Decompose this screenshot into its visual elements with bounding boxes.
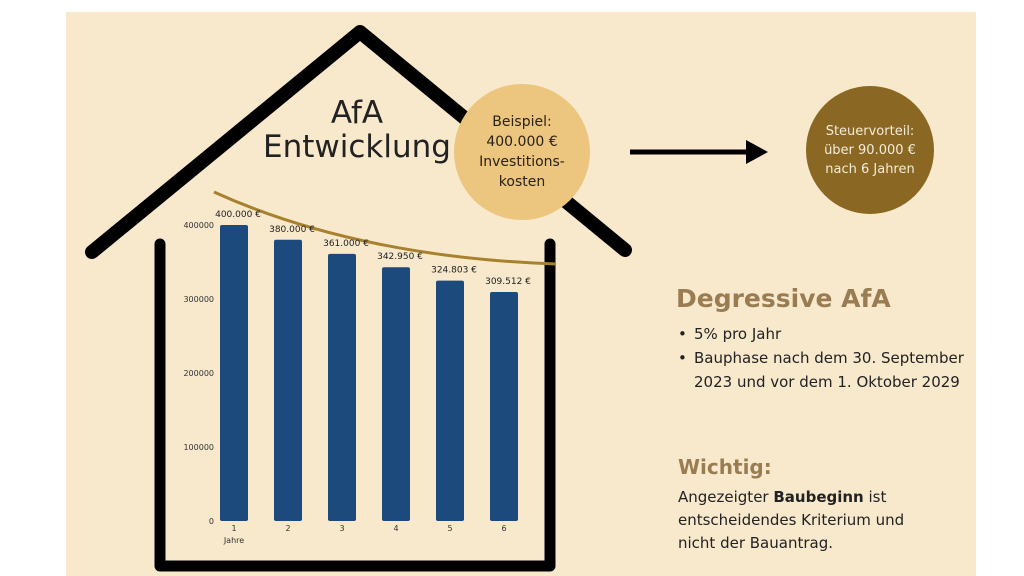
example-line-1: Beispiel: — [492, 114, 552, 130]
example-line-3: Investitions- — [479, 154, 565, 170]
x-tick-label: 5 — [447, 524, 452, 533]
degressive-bullet-1: 5% pro Jahr — [678, 322, 978, 346]
x-tick-label: 6 — [501, 524, 506, 533]
chart-title-line-1: AfA — [330, 95, 384, 131]
data-label: 380.000 € — [269, 225, 315, 235]
data-label: 342.950 € — [377, 252, 423, 262]
important-text-bold: Baubeginn — [773, 488, 864, 506]
bar — [274, 239, 302, 522]
chart-title-line-2: Entwicklung — [263, 129, 451, 165]
important-text: Angezeigter Baubeginn ist entscheidendes… — [678, 486, 938, 555]
bar — [436, 280, 464, 521]
chart-title: AfA Entwicklung — [250, 96, 464, 164]
bar — [490, 291, 518, 521]
x-tick-label: 1 — [231, 524, 236, 533]
data-label: 400.000 € — [215, 210, 261, 220]
bar — [328, 253, 356, 522]
degressive-heading: Degressive AfA — [676, 284, 891, 313]
bar — [382, 267, 410, 521]
example-line-4: kosten — [498, 174, 546, 190]
example-bubble: Beispiel: 400.000 € Investitions- kosten — [454, 84, 590, 220]
tax-line-2: über 90.000 € — [824, 142, 916, 158]
bar-series — [220, 225, 518, 522]
trend-line — [213, 190, 557, 266]
degressive-list: 5% pro Jahr Bauphase nach dem 30. Septem… — [678, 322, 978, 394]
degressive-bullet-2: Bauphase nach dem 30. September 2023 und… — [678, 346, 978, 394]
y-tick-label: 0 — [209, 517, 214, 526]
y-tick-label: 200000 — [183, 369, 214, 378]
x-tick-label: 3 — [339, 524, 344, 533]
data-labels: 400.000 € 380.000 € 361.000 € 342.950 € 324.… — [215, 210, 531, 287]
y-axis: 0 100000 200000 300000 400000 — [183, 221, 214, 526]
data-label: 309.512 € — [485, 277, 531, 287]
y-tick-label: 100000 — [183, 443, 214, 452]
example-line-2: 400.000 € — [486, 134, 558, 150]
data-label: 324.803 € — [431, 266, 477, 276]
important-text-before: Angezeigter — [678, 488, 774, 506]
data-label: 361.000 € — [323, 239, 369, 249]
y-tick-label: 400000 — [183, 221, 214, 230]
important-text-after: ist entscheidendes Kriterium und nicht d… — [678, 488, 905, 552]
house-walls — [154, 238, 556, 572]
tax-line-3: nach 6 Jahren — [825, 161, 915, 177]
x-axis: 1 2 3 4 5 6 — [231, 524, 506, 533]
x-axis-title: Jahre — [223, 536, 244, 545]
tax-advantage-bubble: Steuervorteil: über 90.000 € nach 6 Jahr… — [806, 86, 934, 214]
x-tick-label: 4 — [393, 524, 398, 533]
x-tick-label: 2 — [285, 524, 290, 533]
bar — [220, 225, 248, 521]
important-heading: Wichtig: — [678, 455, 772, 479]
tax-line-1: Steuervorteil: — [825, 123, 915, 139]
arrow-right-icon — [630, 140, 768, 164]
y-tick-label: 300000 — [183, 295, 214, 304]
